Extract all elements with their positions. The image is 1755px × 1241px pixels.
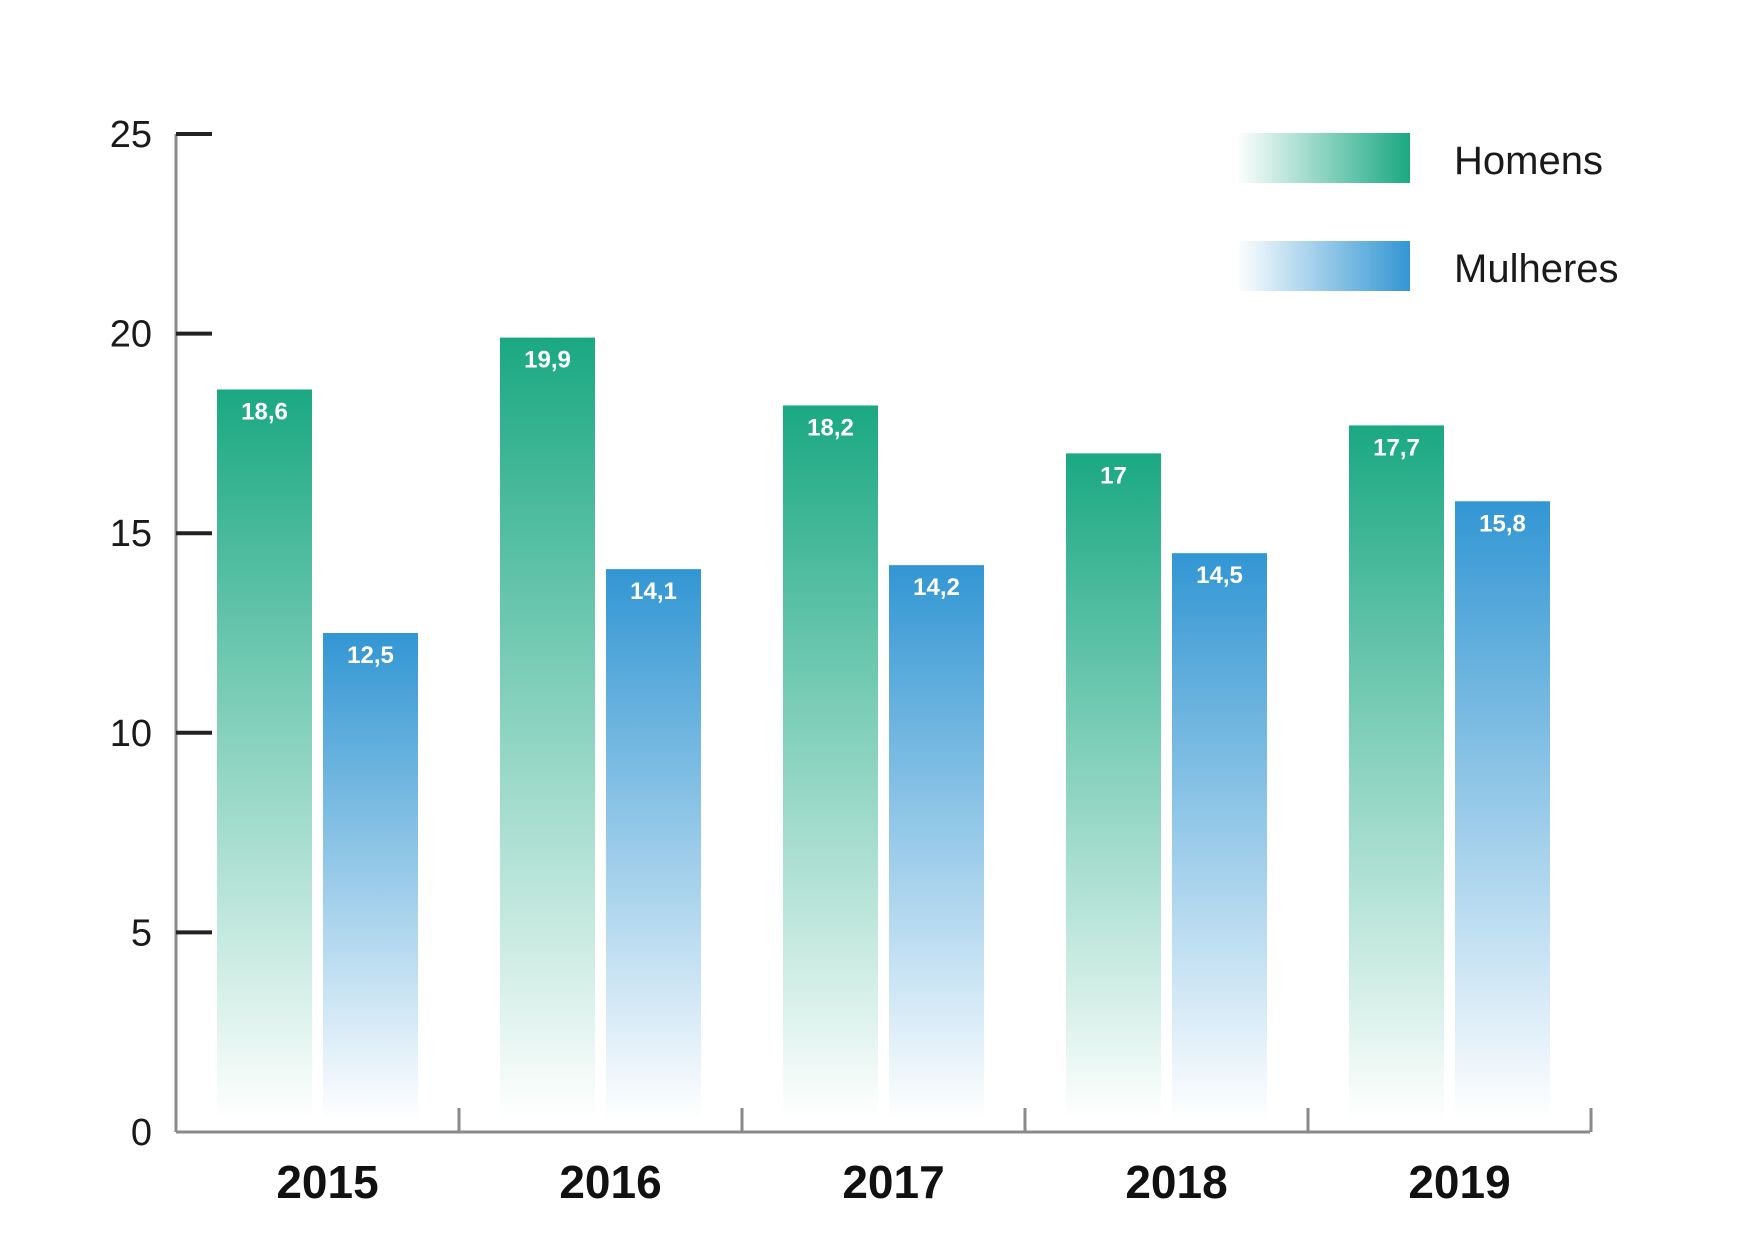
y-tick-label: 20 [110, 314, 152, 356]
bar-homens-2015 [217, 389, 312, 1120]
x-tick-label: 2018 [1125, 1156, 1227, 1208]
bar-mulheres-2019 [1455, 501, 1550, 1120]
bar-mulheres-2017 [889, 565, 984, 1120]
bar-homens-2019 [1349, 425, 1444, 1120]
bars [217, 337, 1550, 1120]
bar-homens-2018 [1066, 453, 1161, 1120]
x-tick-label: 2017 [842, 1156, 944, 1208]
x-tick-label: 2015 [276, 1156, 378, 1208]
x-axis-ticks [457, 1108, 1593, 1132]
y-tick-label: 25 [110, 114, 152, 156]
data-labels: 18,6 12,5 19,9 14,1 18,2 14,2 17 14,5 17,7 15,8 [241, 347, 1526, 669]
data-label: 15,8 [1479, 510, 1526, 537]
y-tick-label: 15 [110, 513, 152, 555]
y-axis-ticks: 0 5 10 15 20 25 [110, 114, 212, 1154]
legend-swatch-mulheres [1236, 241, 1410, 291]
x-tick-label: 2019 [1408, 1156, 1510, 1208]
y-tick-label: 0 [131, 1112, 152, 1154]
legend-label-homens: Homens [1454, 139, 1603, 183]
data-label: 17 [1100, 462, 1127, 489]
data-label: 14,5 [1196, 562, 1243, 589]
data-label: 19,9 [524, 347, 571, 374]
data-label: 18,6 [241, 398, 288, 425]
data-label: 12,5 [347, 642, 394, 669]
bar-homens-2016 [500, 337, 595, 1120]
bar-mulheres-2016 [606, 569, 701, 1120]
bar-mulheres-2015 [323, 633, 418, 1120]
data-label: 17,7 [1373, 434, 1420, 461]
data-label: 14,2 [913, 574, 960, 601]
legend-swatch-homens [1236, 133, 1410, 183]
y-tick-label: 5 [131, 912, 152, 954]
legend: Homens Mulheres [1236, 133, 1619, 291]
y-tick-label: 10 [110, 713, 152, 755]
x-tick-label: 2016 [559, 1156, 661, 1208]
x-axis-labels: 2015 2016 2017 2018 2019 [276, 1156, 1510, 1208]
bar-homens-2017 [783, 405, 878, 1120]
legend-label-mulheres: Mulheres [1454, 247, 1619, 291]
data-label: 18,2 [807, 414, 854, 441]
bar-mulheres-2018 [1172, 553, 1267, 1120]
data-label: 14,1 [630, 578, 677, 605]
